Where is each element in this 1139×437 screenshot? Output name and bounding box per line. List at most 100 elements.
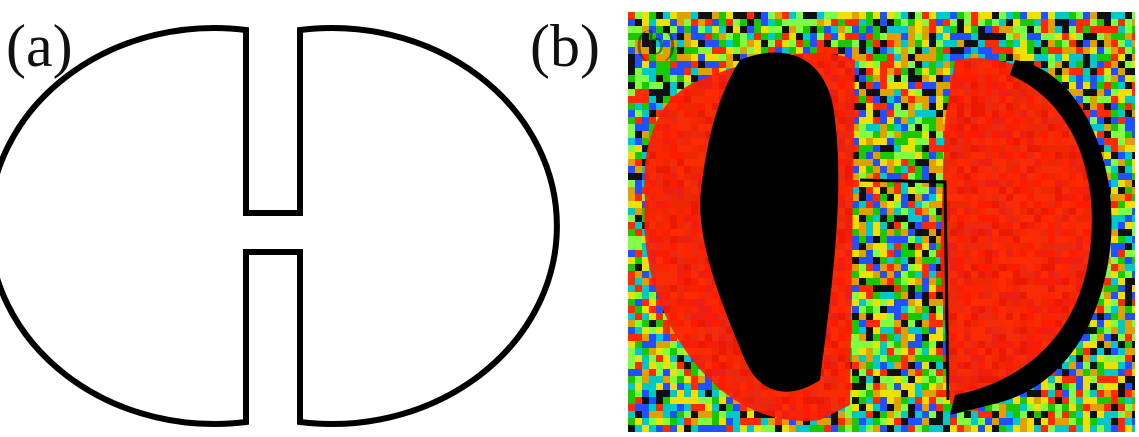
noise-cell (999, 40, 1006, 47)
noise-cell (894, 40, 901, 47)
noise-cell (1118, 250, 1125, 257)
noise-cell (1125, 355, 1132, 362)
noise-cell (908, 103, 915, 110)
noise-cell (1111, 26, 1118, 33)
noise-cell (761, 33, 768, 40)
noise-cell (1097, 103, 1104, 110)
noise-cell (922, 306, 929, 313)
noise-cell (936, 117, 943, 124)
noise-cell (922, 47, 929, 54)
noise-cell (1055, 61, 1062, 68)
noise-cell (635, 96, 642, 103)
noise-cell (992, 418, 999, 425)
noise-cell (1118, 173, 1125, 180)
noise-cell (1111, 425, 1118, 432)
noise-cell (775, 33, 782, 40)
noise-cell (1013, 425, 1020, 432)
noise-cell (642, 124, 649, 131)
noise-cell (866, 411, 873, 418)
noise-cell (887, 152, 894, 159)
noise-cell (922, 75, 929, 82)
noise-cell (1062, 19, 1069, 26)
noise-cell (964, 19, 971, 26)
noise-cell (866, 159, 873, 166)
noise-cell (866, 425, 873, 432)
noise-cell (915, 348, 922, 355)
noise-cell (656, 327, 663, 334)
noise-cell (999, 33, 1006, 40)
noise-cell (635, 383, 642, 390)
noise-cell (929, 187, 936, 194)
noise-cell (663, 425, 670, 432)
noise-cell (873, 376, 880, 383)
noise-cell (1111, 201, 1118, 208)
noise-cell (1083, 12, 1090, 19)
noise-cell (656, 362, 663, 369)
noise-cell (908, 117, 915, 124)
noise-cell (1041, 19, 1048, 26)
noise-cell (1083, 334, 1090, 341)
noise-cell (922, 19, 929, 26)
noise-cell (999, 418, 1006, 425)
noise-cell (1041, 404, 1048, 411)
noise-cell (936, 138, 943, 145)
noise-cell (1090, 68, 1097, 75)
noise-cell (1020, 19, 1027, 26)
noise-cell (915, 110, 922, 117)
noise-cell (985, 411, 992, 418)
noise-cell (1069, 397, 1076, 404)
noise-cell (992, 19, 999, 26)
noise-cell (852, 19, 859, 26)
noise-cell (887, 145, 894, 152)
noise-cell (915, 138, 922, 145)
noise-cell (768, 12, 775, 19)
noise-cell (740, 418, 747, 425)
noise-cell (1125, 271, 1132, 278)
noise-cell (803, 19, 810, 26)
noise-cell (1125, 285, 1132, 292)
noise-cell (1104, 425, 1111, 432)
noise-cell (642, 341, 649, 348)
noise-cell (670, 383, 677, 390)
noise-cell (1132, 26, 1135, 33)
noise-cell (1132, 306, 1135, 313)
noise-cell (852, 229, 859, 236)
noise-cell (782, 425, 789, 432)
noise-cell (873, 306, 880, 313)
noise-cell (705, 383, 712, 390)
noise-cell (929, 19, 936, 26)
noise-cell (628, 334, 635, 341)
noise-cell (922, 131, 929, 138)
noise-cell (943, 61, 950, 68)
noise-cell (635, 82, 642, 89)
noise-cell (845, 411, 852, 418)
noise-cell (691, 12, 698, 19)
noise-cell (1118, 96, 1125, 103)
noise-cell (1118, 82, 1125, 89)
noise-cell (628, 236, 635, 243)
noise-cell (964, 12, 971, 19)
noise-cell (1125, 54, 1132, 61)
noise-cell (866, 131, 873, 138)
noise-cell (691, 75, 698, 82)
noise-cell (635, 390, 642, 397)
noise-cell (929, 411, 936, 418)
noise-cell (950, 19, 957, 26)
noise-cell (887, 68, 894, 75)
noise-cell (859, 103, 866, 110)
noise-cell (873, 131, 880, 138)
noise-cell (1118, 110, 1125, 117)
noise-cell (1118, 292, 1125, 299)
noise-cell (894, 47, 901, 54)
noise-cell (635, 320, 642, 327)
noise-cell (733, 19, 740, 26)
noise-cell (1111, 369, 1118, 376)
noise-cell (901, 383, 908, 390)
noise-cell (1090, 47, 1097, 54)
noise-cell (978, 40, 985, 47)
noise-cell (936, 19, 943, 26)
noise-cell (1118, 341, 1125, 348)
noise-cell (642, 75, 649, 82)
noise-cell (1083, 89, 1090, 96)
noise-cell (922, 425, 929, 432)
